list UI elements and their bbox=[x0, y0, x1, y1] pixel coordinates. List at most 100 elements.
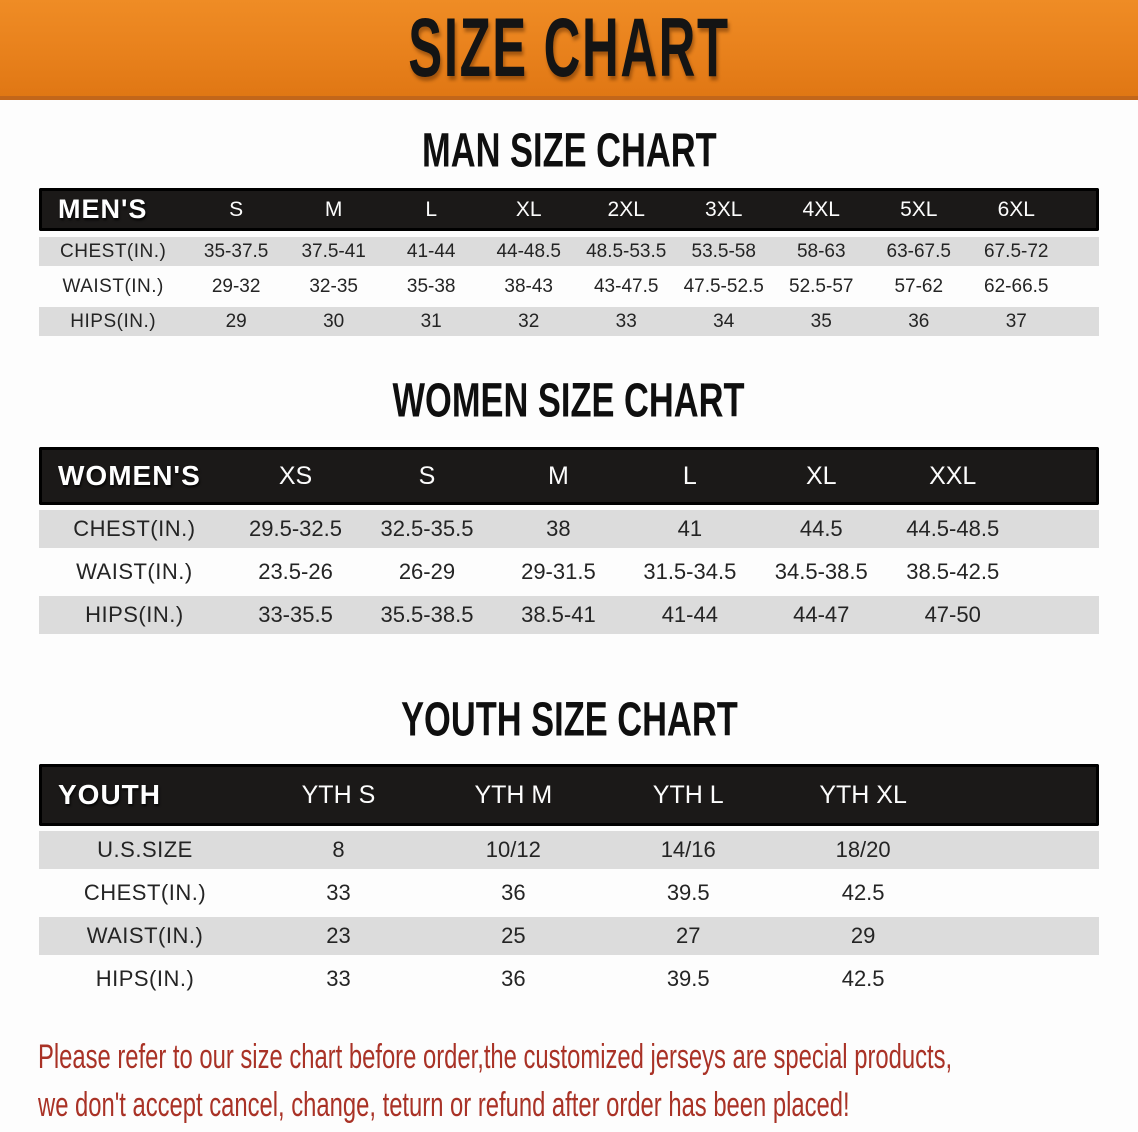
row-label: HIPS(IN.) bbox=[39, 596, 230, 634]
size-value-cell: 41 bbox=[624, 510, 756, 548]
size-column-header: XXL bbox=[886, 447, 1019, 505]
youth-size-table: YOUTH YTH S YTH M YTH L YTH XL U.S.SIZE 8 10/12… bbox=[39, 759, 1099, 1003]
size-value-cell: 37.5-41 bbox=[284, 237, 383, 266]
size-value-cell: 29 bbox=[187, 307, 285, 336]
men-section-title-text: MAN SIZE CHART bbox=[421, 122, 717, 178]
size-column-header: 2XL bbox=[577, 188, 675, 231]
table-group-label: WOMEN'S bbox=[39, 447, 230, 505]
measurement-row: CHEST(IN.) 35-37.5 37.5-41 41-44 44-48.5 48.5… bbox=[39, 237, 1099, 266]
size-value-cell: 35 bbox=[772, 307, 870, 336]
size-value-cell: 29 bbox=[775, 917, 951, 955]
size-value-cell: 33 bbox=[251, 874, 426, 912]
size-column-header: M bbox=[284, 188, 383, 231]
row-spacer bbox=[1065, 237, 1099, 266]
size-value-cell: 44-48.5 bbox=[479, 237, 578, 266]
header-spacer bbox=[1065, 188, 1099, 231]
size-column-header: M bbox=[492, 447, 625, 505]
size-value-cell: 36 bbox=[425, 874, 601, 912]
size-value-cell: 47-50 bbox=[886, 596, 1019, 634]
header-spacer bbox=[950, 764, 1099, 826]
size-value-cell: 27 bbox=[600, 917, 776, 955]
size-column-header: YTH XL bbox=[775, 764, 951, 826]
size-table-header-row: WOMEN'S XS S M L XL XXL bbox=[39, 447, 1099, 505]
size-column-header: YTH L bbox=[600, 764, 776, 826]
youth-section-title: YOUTH SIZE CHART bbox=[0, 692, 1138, 746]
women-size-chart-section: WOMEN SIZE CHART WOMEN'S XS S M L XL XXL CHEST(… bbox=[0, 373, 1138, 639]
row-spacer bbox=[950, 831, 1099, 869]
measurement-row: WAIST(IN.) 23.5-26 26-29 29-31.5 31.5-34.5 34… bbox=[39, 553, 1099, 591]
size-value-cell: 62-66.5 bbox=[967, 272, 1066, 301]
size-value-cell: 33 bbox=[577, 307, 675, 336]
size-column-header: YTH M bbox=[425, 764, 601, 826]
size-value-cell: 44-47 bbox=[755, 596, 887, 634]
size-value-cell: 58-63 bbox=[772, 237, 870, 266]
row-label: WAIST(IN.) bbox=[39, 917, 251, 955]
row-spacer bbox=[1065, 272, 1099, 301]
row-label: HIPS(IN.) bbox=[39, 307, 188, 336]
size-value-cell: 42.5 bbox=[775, 874, 951, 912]
size-value-cell: 53.5-58 bbox=[674, 237, 773, 266]
size-column-header: S bbox=[361, 447, 493, 505]
size-value-cell: 52.5-57 bbox=[772, 272, 870, 301]
row-spacer bbox=[1018, 553, 1099, 591]
men-section-title: MAN SIZE CHART bbox=[0, 123, 1138, 177]
size-table-header-row: YOUTH YTH S YTH M YTH L YTH XL bbox=[39, 764, 1099, 826]
size-column-header: XL bbox=[755, 447, 887, 505]
measurement-row: HIPS(IN.) 33-35.5 35.5-38.5 38.5-41 41-44 44-… bbox=[39, 596, 1099, 634]
size-value-cell: 29-31.5 bbox=[492, 553, 625, 591]
measurement-row: HIPS(IN.) 33 36 39.5 42.5 bbox=[39, 960, 1099, 998]
row-label: U.S.SIZE bbox=[39, 831, 251, 869]
size-value-cell: 63-67.5 bbox=[870, 237, 968, 266]
size-value-cell: 29.5-32.5 bbox=[229, 510, 362, 548]
size-column-header: S bbox=[187, 188, 285, 231]
size-value-cell: 36 bbox=[425, 960, 601, 998]
size-value-cell: 44.5-48.5 bbox=[886, 510, 1019, 548]
row-spacer bbox=[950, 960, 1099, 998]
size-value-cell: 31 bbox=[382, 307, 480, 336]
size-column-header: 4XL bbox=[772, 188, 870, 231]
row-spacer bbox=[950, 917, 1099, 955]
banner: SIZE CHART bbox=[0, 0, 1138, 100]
table-group-label: MEN'S bbox=[39, 188, 188, 231]
men-size-chart-section: MAN SIZE CHART MEN'S S M L XL 2XL 3XL 4XL 5XL 6XL… bbox=[0, 123, 1138, 342]
row-spacer bbox=[1018, 596, 1099, 634]
size-value-cell: 35-38 bbox=[382, 272, 480, 301]
size-column-header: 3XL bbox=[674, 188, 773, 231]
measurement-row: CHEST(IN.) 29.5-32.5 32.5-35.5 38 41 44.5 44.5… bbox=[39, 510, 1099, 548]
measurement-row: WAIST(IN.) 29-32 32-35 35-38 38-43 43-47.5 47.… bbox=[39, 272, 1099, 301]
men-size-table: MEN'S S M L XL 2XL 3XL 4XL 5XL 6XL CHEST(IN.) 35-37… bbox=[39, 182, 1099, 342]
size-value-cell: 47.5-52.5 bbox=[674, 272, 773, 301]
size-table-header-row: MEN'S S M L XL 2XL 3XL 4XL 5XL 6XL bbox=[39, 188, 1099, 231]
header-spacer bbox=[1018, 447, 1099, 505]
size-value-cell: 42.5 bbox=[775, 960, 951, 998]
size-column-header: YTH S bbox=[251, 764, 426, 826]
size-value-cell: 37 bbox=[967, 307, 1066, 336]
size-column-header: L bbox=[624, 447, 756, 505]
size-value-cell: 33 bbox=[251, 960, 426, 998]
row-label: CHEST(IN.) bbox=[39, 237, 188, 266]
size-value-cell: 31.5-34.5 bbox=[624, 553, 756, 591]
size-column-header: 5XL bbox=[870, 188, 968, 231]
size-value-cell: 34.5-38.5 bbox=[755, 553, 887, 591]
measurement-row: HIPS(IN.) 29 30 31 32 33 34 35 36 37 bbox=[39, 307, 1099, 336]
youth-size-chart-section: YOUTH SIZE CHART YOUTH YTH S YTH M YTH L YTH… bbox=[0, 692, 1138, 1003]
size-value-cell: 10/12 bbox=[425, 831, 601, 869]
disclaimer: Please refer to our size chart before or… bbox=[38, 1033, 1128, 1129]
measurement-row: WAIST(IN.) 23 25 27 29 bbox=[39, 917, 1099, 955]
size-value-cell: 32.5-35.5 bbox=[361, 510, 493, 548]
size-value-cell: 67.5-72 bbox=[967, 237, 1066, 266]
measurement-row: CHEST(IN.) 33 36 39.5 42.5 bbox=[39, 874, 1099, 912]
size-value-cell: 38.5-42.5 bbox=[886, 553, 1019, 591]
youth-section-title-text: YOUTH SIZE CHART bbox=[400, 691, 738, 747]
row-spacer bbox=[950, 874, 1099, 912]
size-value-cell: 18/20 bbox=[775, 831, 951, 869]
size-column-header: XS bbox=[229, 447, 362, 505]
size-value-cell: 44.5 bbox=[755, 510, 887, 548]
row-label: CHEST(IN.) bbox=[39, 510, 230, 548]
size-value-cell: 35.5-38.5 bbox=[361, 596, 493, 634]
size-column-header: L bbox=[382, 188, 480, 231]
women-section-title-text: WOMEN SIZE CHART bbox=[392, 372, 746, 428]
size-value-cell: 48.5-53.5 bbox=[577, 237, 675, 266]
row-label: WAIST(IN.) bbox=[39, 272, 188, 301]
